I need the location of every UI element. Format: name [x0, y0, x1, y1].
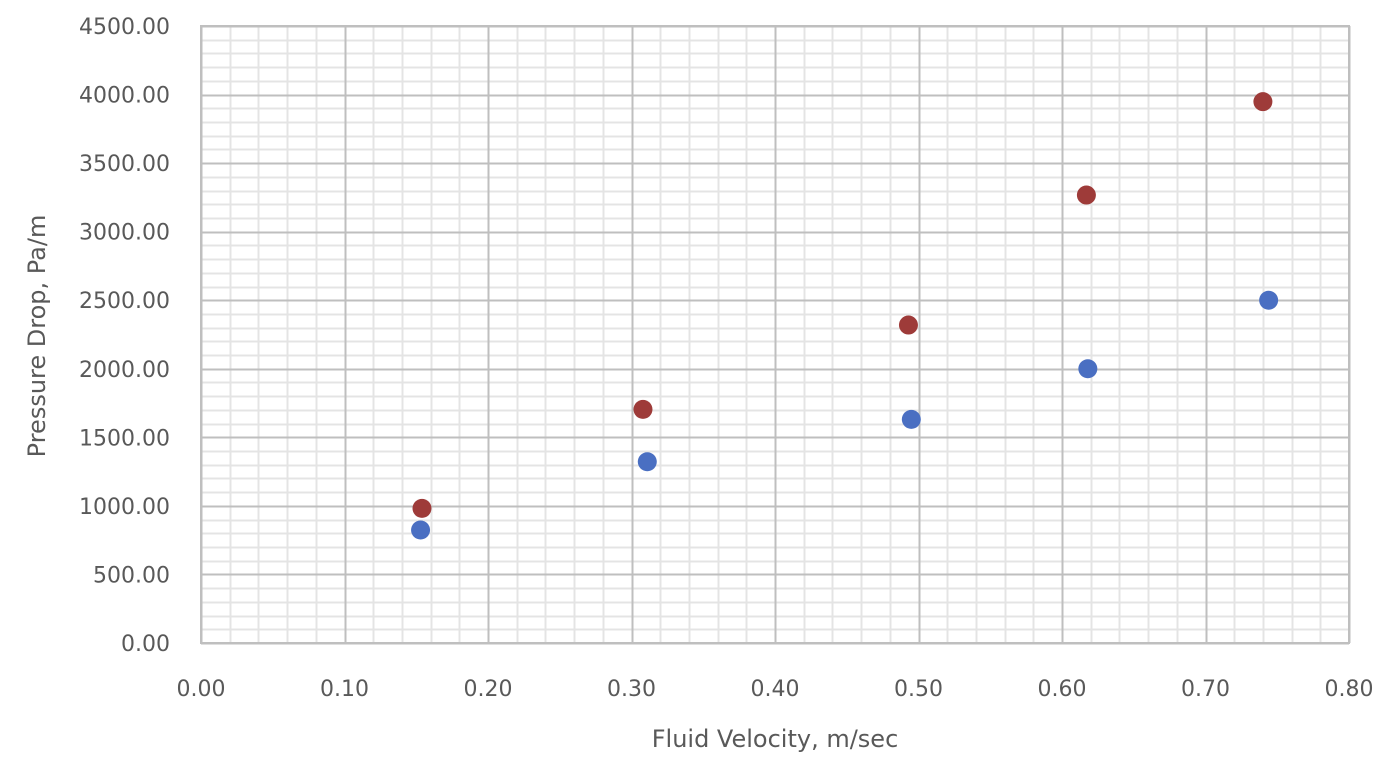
y-tick-label: 4500.00: [79, 15, 170, 40]
data-point-marker: [1253, 92, 1273, 112]
y-tick-label: 0.00: [121, 632, 170, 657]
plot-area-border: [200, 25, 1350, 644]
data-point-marker: [1078, 359, 1098, 379]
x-tick-label: 0.10: [320, 677, 369, 702]
data-point-marker: [901, 409, 921, 429]
data-point-marker: [412, 498, 432, 518]
y-tick-label: 1500.00: [79, 426, 170, 451]
y-axis-tick-labels: 0.00 500.00 1000.00 1500.00 2000.00 2500.00 30…: [79, 15, 170, 657]
x-tick-label: 0.30: [607, 677, 656, 702]
x-axis-tick-labels: 0.00 0.10 0.20 0.30 0.40 0.50 0.60 0.70 0.80: [177, 677, 1374, 702]
y-tick-label: 4000.00: [79, 84, 170, 109]
data-point-marker: [637, 452, 657, 472]
x-tick-label: 0.80: [1325, 677, 1374, 702]
data-point-marker: [1076, 185, 1096, 205]
x-tick-label: 0.60: [1038, 677, 1087, 702]
x-tick-label: 0.50: [894, 677, 943, 702]
x-tick-label: 0.70: [1181, 677, 1230, 702]
y-axis-title: Pressure Drop, Pa/m: [23, 215, 51, 458]
data-point-marker: [1259, 290, 1279, 310]
x-tick-label: 0.20: [464, 677, 513, 702]
data-point-marker: [898, 315, 918, 335]
y-tick-label: 2000.00: [79, 358, 170, 383]
major-gridlines: [200, 25, 1351, 645]
data-points: [411, 92, 1279, 540]
y-tick-label: 500.00: [93, 563, 170, 588]
y-tick-label: 3000.00: [79, 221, 170, 246]
y-tick-label: 1000.00: [79, 495, 170, 520]
x-axis-title: Fluid Velocity, m/sec: [652, 725, 899, 753]
x-tick-label: 0.40: [751, 677, 800, 702]
x-tick-label: 0.00: [177, 677, 226, 702]
data-point-marker: [411, 520, 431, 540]
data-point-marker: [633, 399, 653, 419]
y-tick-label: 2500.00: [79, 289, 170, 314]
y-tick-label: 3500.00: [79, 152, 170, 177]
